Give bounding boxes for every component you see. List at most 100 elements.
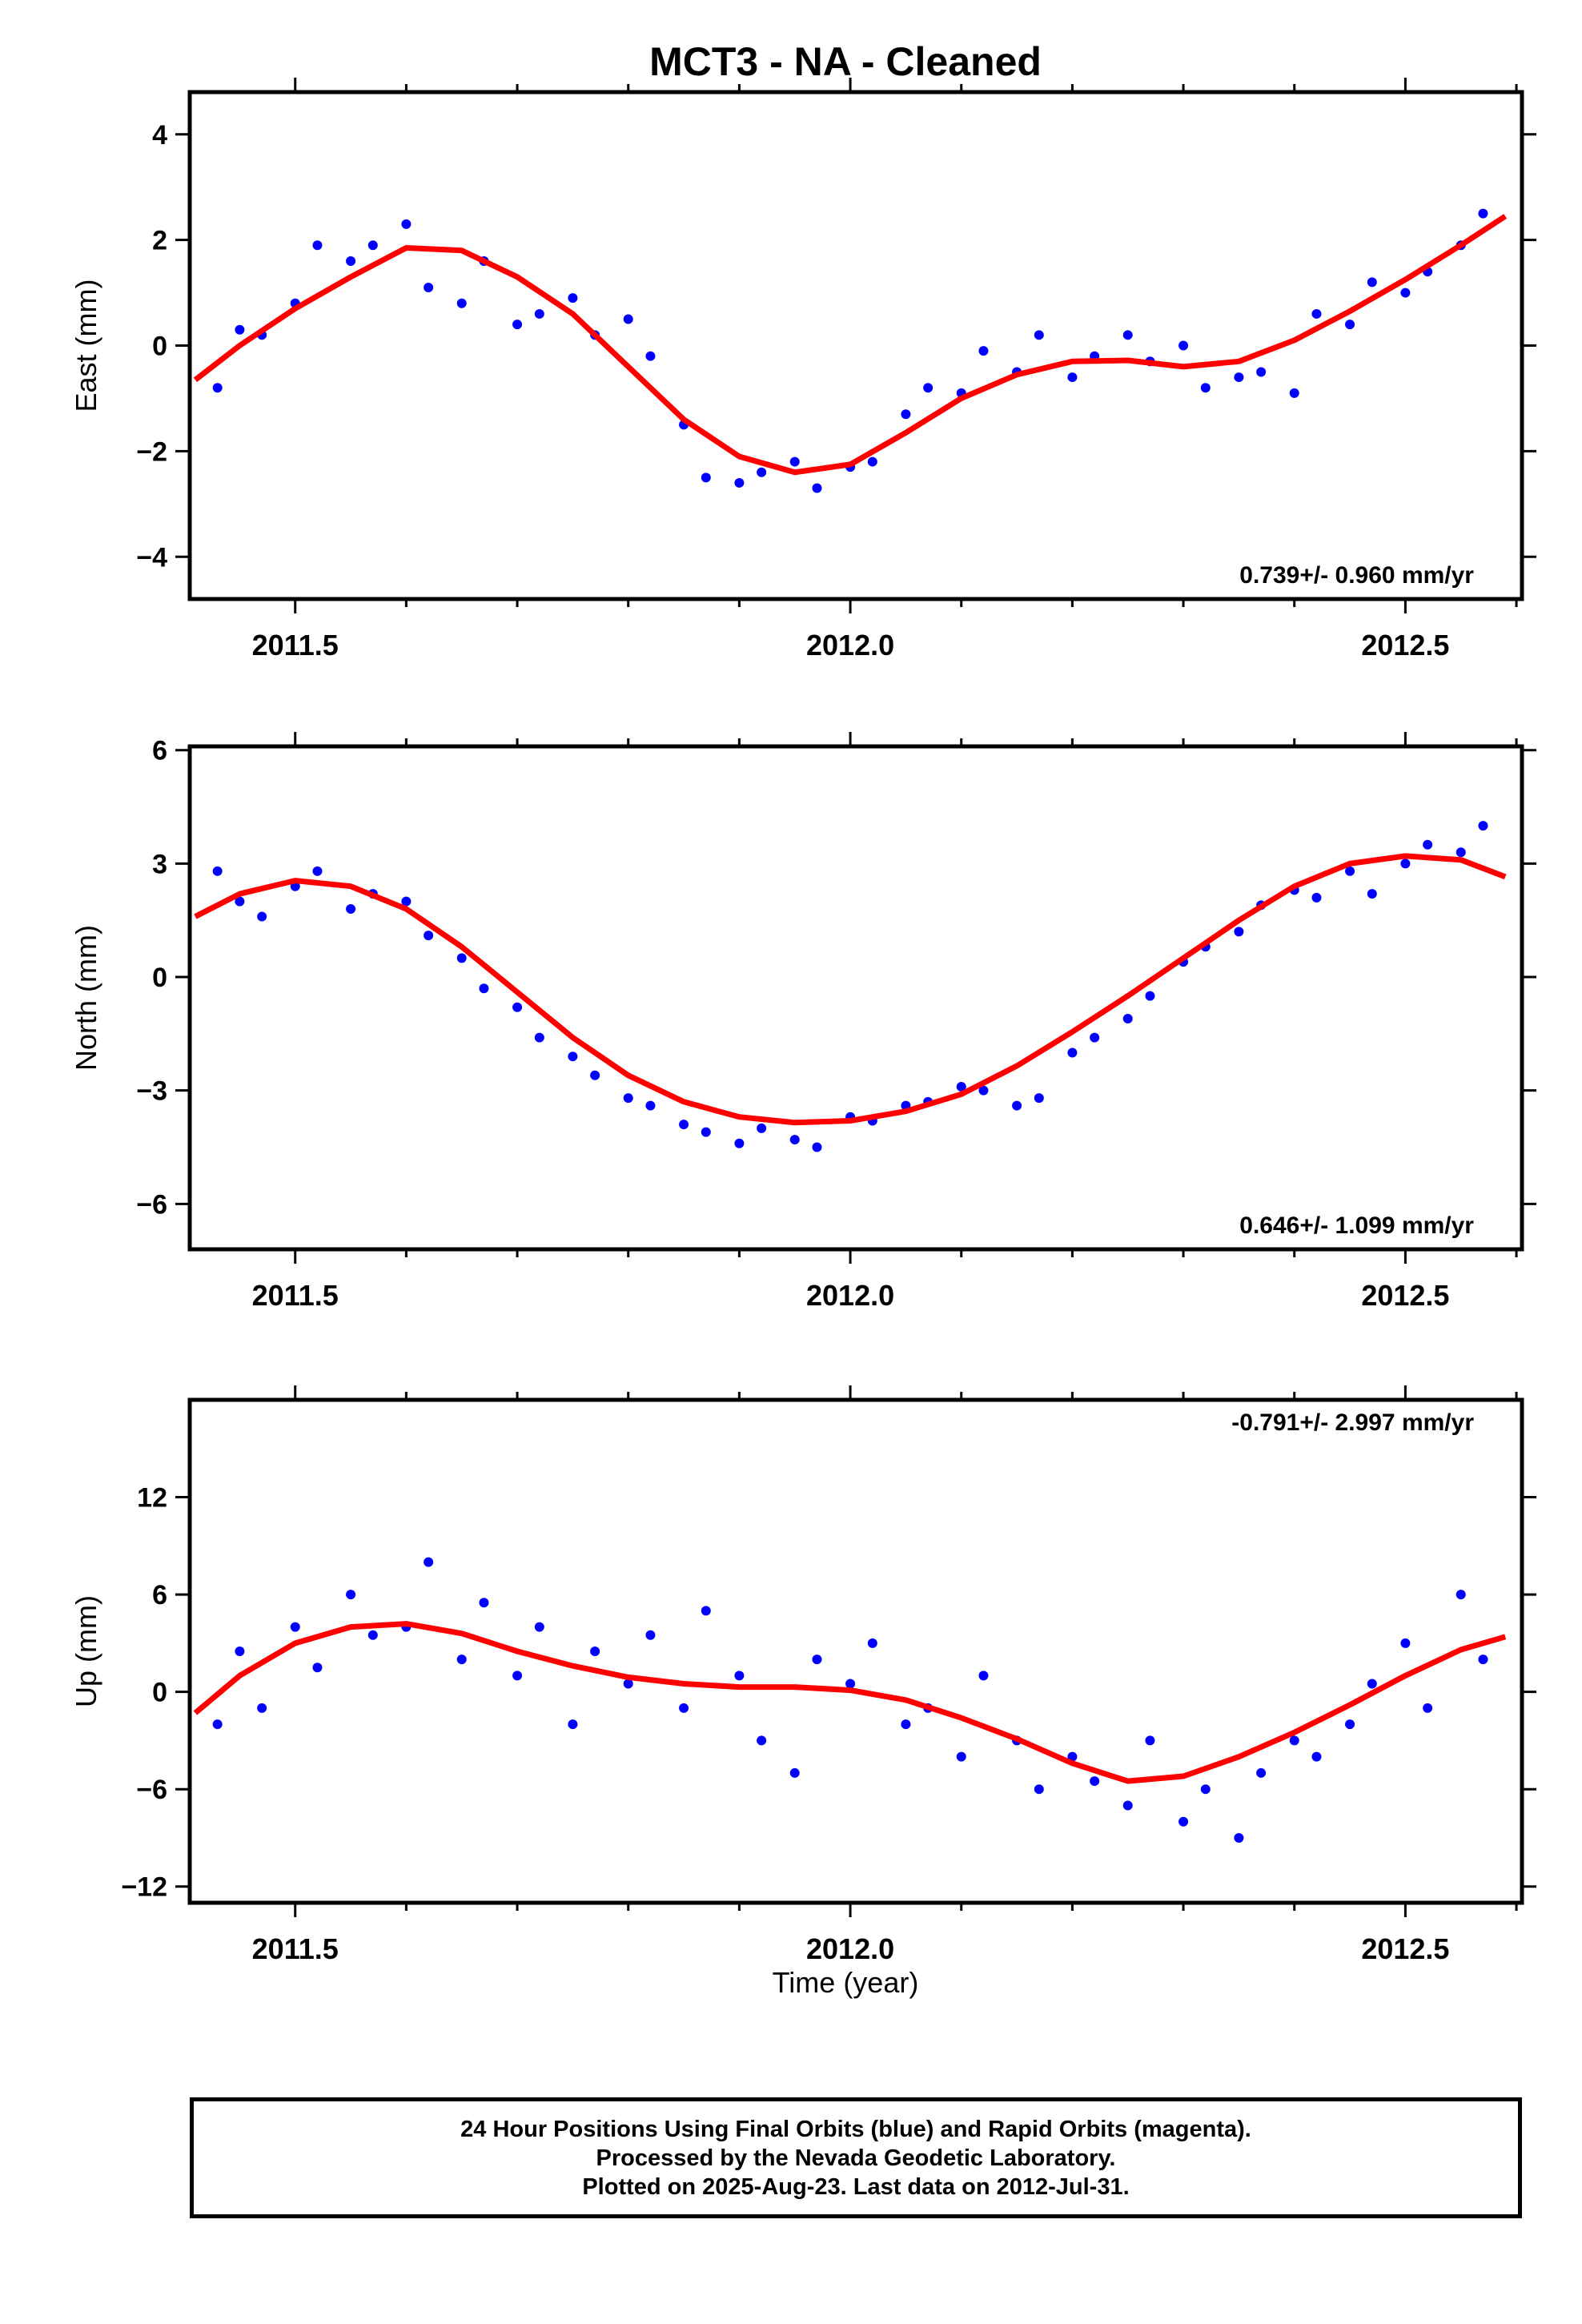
fit-curve	[193, 214, 1508, 476]
data-point	[623, 314, 633, 324]
figure-title: MCT3 - NA - Cleaned	[649, 39, 1042, 84]
data-point	[1234, 1832, 1244, 1843]
data-point	[1034, 1784, 1044, 1795]
data-point	[1012, 1100, 1022, 1111]
data-point	[312, 1663, 323, 1673]
data-point	[479, 983, 489, 994]
plot-frame	[187, 744, 1524, 1252]
data-point	[623, 1093, 633, 1104]
fit-curve	[194, 853, 1507, 1126]
data-point	[257, 1703, 267, 1713]
data-point	[534, 308, 544, 319]
data-point	[1367, 277, 1377, 287]
data-point	[789, 456, 800, 467]
data-point	[867, 456, 877, 467]
data-point	[734, 1138, 745, 1148]
data-point	[257, 911, 267, 922]
data-point	[290, 1622, 300, 1632]
data-point	[901, 1719, 911, 1730]
footer-caption-box: 24 Hour Positions Using Final Orbits (bl…	[190, 2097, 1522, 2218]
data-point	[590, 1647, 600, 1656]
data-point	[1178, 340, 1189, 351]
data-point	[923, 383, 934, 393]
data-point	[867, 1638, 877, 1648]
data-point	[1234, 927, 1244, 937]
data-point	[623, 1679, 633, 1689]
data-point	[645, 1100, 656, 1111]
data-point	[1311, 1751, 1322, 1762]
data-point	[512, 1002, 523, 1012]
data-point	[424, 931, 434, 941]
y-tick-label: −4	[136, 542, 167, 573]
data-point	[424, 1557, 434, 1567]
data-point	[1067, 1047, 1078, 1058]
data-point	[978, 346, 989, 356]
data-point	[978, 1671, 989, 1681]
data-point	[789, 1767, 800, 1778]
data-point	[701, 1127, 711, 1137]
y-tick-label: 4	[152, 120, 167, 151]
data-point	[212, 866, 223, 876]
x-tick-label: 2012.0	[806, 1932, 894, 1965]
y-tick-label: −12	[121, 1872, 167, 1903]
data-point	[956, 1081, 966, 1092]
data-point	[1067, 372, 1078, 383]
panel-north: 2011.5 2012.0 2012.5 6 3 0 −3 −6 North (mm) 0.646…	[70, 732, 1536, 1312]
y-axis-label: Up (mm)	[70, 1595, 102, 1707]
data-point	[367, 1630, 378, 1640]
data-point	[1122, 1013, 1133, 1023]
panel-east: 2011.5 2012.0 2012.5 4 2 0 −2 −4 East (mm) 0.739+…	[70, 78, 1536, 661]
data-point	[534, 1622, 544, 1632]
data-point	[645, 351, 656, 361]
y-tick-label: 12	[137, 1483, 167, 1514]
data-point	[734, 477, 745, 488]
data-point	[312, 866, 323, 876]
data-point	[568, 1719, 578, 1730]
y-tick-label: −3	[136, 1076, 167, 1107]
data-point	[401, 896, 412, 907]
plot-frame	[187, 90, 1524, 601]
data-point	[812, 1655, 822, 1665]
data-point	[212, 1719, 223, 1730]
data-point	[312, 240, 323, 251]
rate-annotation: -0.791+/- 2.997 mm/yr	[1231, 1409, 1474, 1436]
data-point	[1145, 991, 1155, 1001]
y-tick-label: 6	[152, 1580, 167, 1610]
data-point	[1345, 320, 1355, 330]
y-tick-label: 0	[152, 963, 167, 993]
data-point	[1423, 1703, 1433, 1713]
data-point	[1234, 372, 1244, 383]
y-tick-label: 6	[152, 736, 167, 766]
data-point	[1345, 866, 1355, 876]
data-point	[1423, 839, 1433, 850]
data-point	[534, 1032, 544, 1043]
data-point	[512, 1671, 523, 1681]
data-point	[1400, 858, 1411, 869]
y-tick-label: 3	[152, 849, 167, 879]
data-point	[1478, 821, 1488, 831]
footer-line-processor: Processed by the Nevada Geodetic Laborat…	[596, 2145, 1116, 2171]
data-point	[1178, 1816, 1189, 1827]
data-point	[367, 240, 378, 251]
data-point	[1122, 1800, 1133, 1811]
data-point	[1289, 388, 1299, 398]
x-tick-label: 2011.5	[252, 1932, 339, 1965]
data-point	[212, 383, 223, 393]
data-point	[1289, 1735, 1299, 1746]
data-point	[1145, 1735, 1155, 1746]
x-tick-label: 2012.5	[1361, 1279, 1449, 1312]
data-point	[1311, 892, 1322, 903]
y-tick-label: −6	[136, 1775, 167, 1805]
data-point	[812, 483, 822, 493]
data-point	[1122, 330, 1133, 340]
data-point	[1090, 1032, 1100, 1043]
data-point	[679, 1120, 689, 1130]
x-axis-label: Time (year)	[773, 1966, 919, 1999]
y-axis-label: North (mm)	[70, 925, 102, 1071]
data-point	[235, 1647, 245, 1656]
data-point	[1090, 1776, 1100, 1787]
data-point	[679, 1703, 689, 1713]
data-point	[1478, 208, 1488, 219]
data-point	[789, 1135, 800, 1145]
